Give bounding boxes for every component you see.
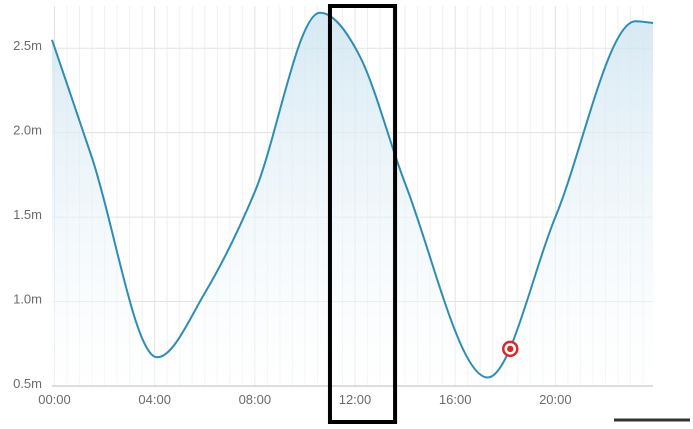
- y-tick-label: 1.5m: [13, 207, 42, 222]
- x-tick-label: 12:00: [339, 392, 372, 407]
- marker-dot: [507, 345, 514, 353]
- tide-area-fill: [52, 12, 653, 387]
- y-tick-label: 2.5m: [13, 38, 42, 53]
- y-axis-ticks: 0.5m 1.0m 1.5m 2.0m 2.5m: [13, 38, 42, 391]
- tide-line: [51, 11, 654, 379]
- x-tick-label: 08:00: [239, 392, 272, 407]
- x-tick-label: 16:00: [439, 392, 472, 407]
- x-tick-label: 04:00: [138, 392, 171, 407]
- x-tick-label: 20:00: [539, 392, 572, 407]
- x-axis-ticks: 00:00 04:00 08:00 12:00 16:00 20:00: [38, 392, 571, 407]
- y-tick-label: 0.5m: [13, 376, 42, 391]
- x-tick-label: 00:00: [38, 392, 71, 407]
- highlight-window: [327, 4, 398, 424]
- y-tick-label: 2.0m: [13, 123, 42, 138]
- y-tick-label: 1.0m: [13, 292, 42, 307]
- current-time-marker: [502, 340, 519, 358]
